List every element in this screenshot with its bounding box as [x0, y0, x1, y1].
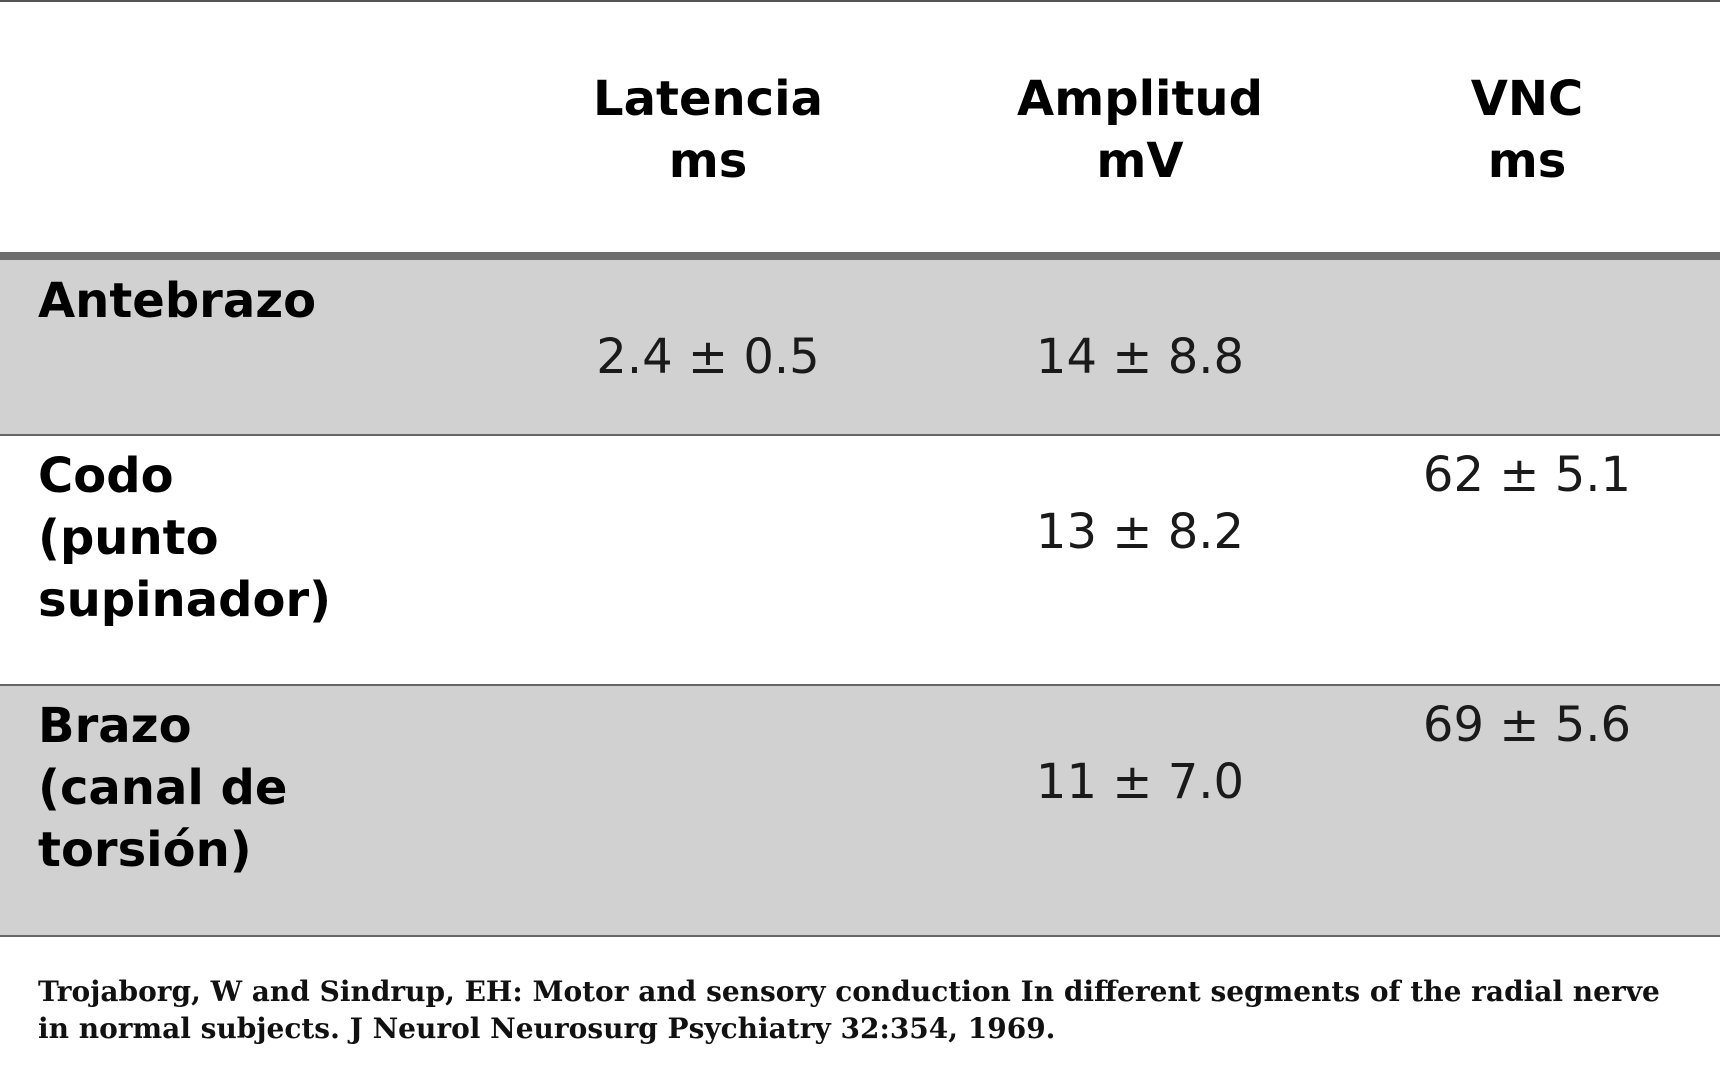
column-header-latencia: Latencia ms [528, 68, 888, 192]
column-header-vnc: VNC ms [1347, 68, 1707, 192]
row-label: Antebrazo [38, 273, 317, 329]
cell-amplitud: 14 ± 8.8 [1035, 329, 1245, 385]
row-divider [0, 684, 1720, 686]
table-row-codo: Codo (punto supinador) 13 ± 8.2 62 ± 5.1 [0, 435, 1720, 685]
column-title: Amplitud [1017, 71, 1263, 127]
citation-text: Trojaborg, W and Sindrup, EH: Motor and … [38, 975, 1660, 1045]
cell-amplitud: 13 ± 8.2 [1035, 504, 1245, 560]
column-unit: ms [668, 133, 748, 189]
column-title: VNC [1470, 71, 1584, 127]
column-header-amplitud: Amplitud mV [960, 68, 1320, 192]
row-divider [0, 935, 1720, 937]
row-label: Codo (punto supinador) [38, 448, 332, 628]
table-row-antebrazo: Antebrazo 2.4 ± 0.5 14 ± 8.8 [0, 260, 1720, 435]
row-label: Brazo (canal de torsión) [38, 698, 288, 878]
column-unit: ms [1487, 133, 1567, 189]
cell-latencia: 2.4 ± 0.5 [596, 329, 820, 385]
table-row-brazo: Brazo (canal de torsión) 11 ± 7.0 69 ± 5… [0, 685, 1720, 935]
top-rule [0, 0, 1720, 2]
cell-vnc: 69 ± 5.6 [1422, 697, 1632, 753]
column-unit: mV [1096, 133, 1184, 189]
header-rule [0, 252, 1720, 260]
row-divider [0, 434, 1720, 436]
table-header: Latencia ms Amplitud mV VNC ms [0, 2, 1720, 252]
cell-amplitud: 11 ± 7.0 [1035, 754, 1245, 810]
column-title: Latencia [593, 71, 823, 127]
cell-vnc: 62 ± 5.1 [1422, 447, 1632, 503]
